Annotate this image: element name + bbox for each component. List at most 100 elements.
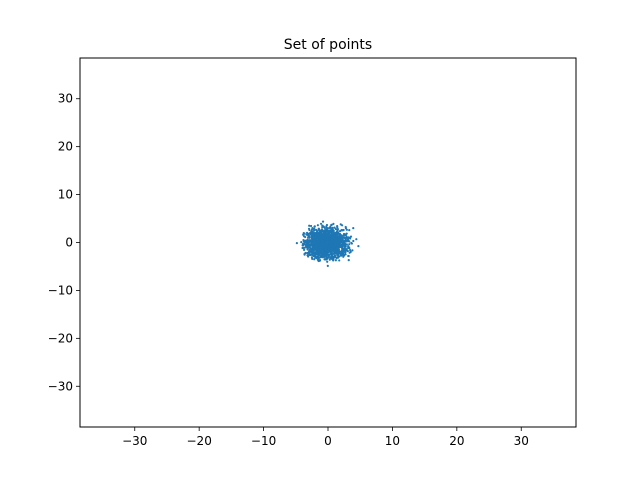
- x-tick-label: −20: [187, 434, 212, 448]
- data-point: [335, 250, 338, 253]
- data-point: [310, 256, 313, 259]
- plot-frame: [79, 57, 577, 428]
- data-point: [343, 243, 346, 247]
- data-point: [321, 242, 325, 245]
- data-point: [331, 239, 334, 243]
- data-point: [305, 246, 308, 249]
- data-point: [301, 244, 304, 247]
- data-point: [320, 246, 323, 249]
- axes-layer: −30 −20 −10 0 10 20 30 −30 −20 −10 0 10 20 30: [48, 92, 529, 448]
- data-point: [334, 245, 338, 248]
- data-point: [339, 234, 342, 238]
- data-point: [346, 249, 349, 253]
- data-point: [311, 253, 314, 257]
- data-point: [342, 247, 345, 250]
- data-point: [336, 228, 339, 231]
- data-point: [332, 230, 335, 233]
- data-point: [322, 254, 325, 257]
- y-tick-label: −10: [48, 283, 73, 297]
- data-point: [333, 237, 336, 240]
- data-point: [333, 240, 337, 243]
- data-point: [321, 244, 324, 247]
- data-point: [324, 228, 327, 231]
- data-point: [314, 255, 317, 258]
- data-point: [335, 230, 339, 233]
- data-point: [306, 248, 309, 251]
- data-point: [307, 242, 310, 245]
- data-point: [306, 233, 309, 236]
- y-tick-label: −20: [48, 331, 73, 345]
- data-point: [333, 232, 337, 235]
- data-point: [319, 243, 322, 246]
- data-point: [321, 237, 324, 240]
- data-point: [312, 229, 316, 232]
- data-point: [338, 259, 341, 262]
- data-point: [326, 253, 329, 257]
- data-point: [312, 232, 315, 236]
- y-tick-label: −30: [48, 379, 73, 393]
- data-point: [321, 220, 325, 223]
- data-point: [327, 248, 330, 251]
- data-point: [337, 249, 340, 252]
- data-point: [326, 264, 329, 267]
- data-point: [318, 248, 322, 251]
- data-point: [303, 246, 306, 249]
- data-point: [303, 248, 306, 251]
- data-point: [326, 227, 329, 230]
- data-point: [323, 226, 326, 229]
- data-point: [302, 238, 305, 242]
- data-point: [342, 255, 345, 258]
- data-point: [326, 260, 329, 263]
- data-point: [302, 242, 306, 245]
- data-point: [341, 249, 344, 252]
- data-point: [319, 222, 323, 225]
- data-point: [312, 251, 315, 254]
- data-point: [328, 234, 331, 237]
- data-point: [340, 245, 343, 249]
- x-tick-label: 20: [449, 434, 464, 448]
- data-point: [316, 231, 319, 234]
- data-point: [351, 249, 354, 252]
- data-point: [316, 250, 320, 253]
- data-point: [308, 246, 311, 249]
- data-point: [313, 240, 316, 243]
- data-point: [308, 228, 311, 232]
- y-tick-label: 30: [58, 92, 73, 106]
- data-point: [334, 259, 337, 262]
- data-point: [336, 243, 340, 247]
- data-point: [320, 235, 323, 238]
- data-point: [331, 234, 335, 237]
- data-point: [337, 238, 340, 241]
- data-point: [301, 246, 305, 249]
- data-point: [334, 243, 337, 246]
- data-point: [348, 229, 351, 232]
- data-point: [305, 244, 309, 247]
- y-tick-label: 10: [58, 188, 73, 202]
- data-point: [355, 238, 358, 241]
- data-point: [319, 254, 322, 258]
- data-point: [310, 243, 314, 246]
- data-point: [324, 236, 327, 239]
- data-point: [325, 241, 329, 244]
- data-point: [339, 241, 342, 244]
- data-point: [352, 239, 355, 243]
- data-point: [349, 249, 352, 252]
- data-point: [311, 227, 314, 230]
- data-point: [337, 236, 340, 239]
- data-point: [330, 228, 333, 231]
- data-point: [343, 245, 346, 249]
- data-point: [338, 230, 342, 233]
- data-point: [307, 254, 310, 257]
- data-point: [315, 233, 318, 236]
- data-point: [321, 249, 324, 252]
- data-point: [313, 225, 316, 228]
- points-layer: [295, 220, 360, 267]
- data-point: [344, 248, 347, 251]
- data-point: [342, 228, 345, 232]
- data-point: [304, 240, 307, 243]
- data-point: [357, 244, 360, 248]
- data-point: [320, 229, 323, 232]
- data-point: [322, 231, 325, 234]
- x-tick-label: 30: [514, 434, 529, 448]
- data-point: [332, 222, 335, 225]
